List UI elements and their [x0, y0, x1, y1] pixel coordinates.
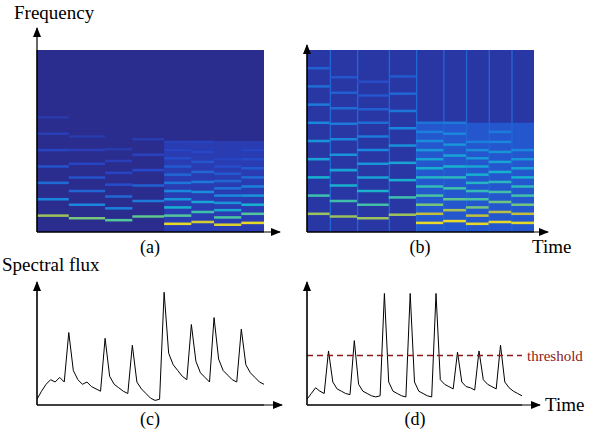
html-text:(b): (b)	[409, 237, 431, 257]
html-text:(d): (d)	[404, 409, 426, 429]
html-text:Time: Time	[545, 394, 585, 415]
html-text:(a): (a)	[140, 237, 160, 257]
svg-text:threshold: threshold	[527, 348, 583, 364]
html-text:(c): (c)	[140, 409, 160, 429]
html-text:Frequency: Frequency	[14, 2, 95, 23]
html-text:Time: Time	[532, 236, 572, 257]
html-text:Spectral flux: Spectral flux	[2, 254, 100, 275]
